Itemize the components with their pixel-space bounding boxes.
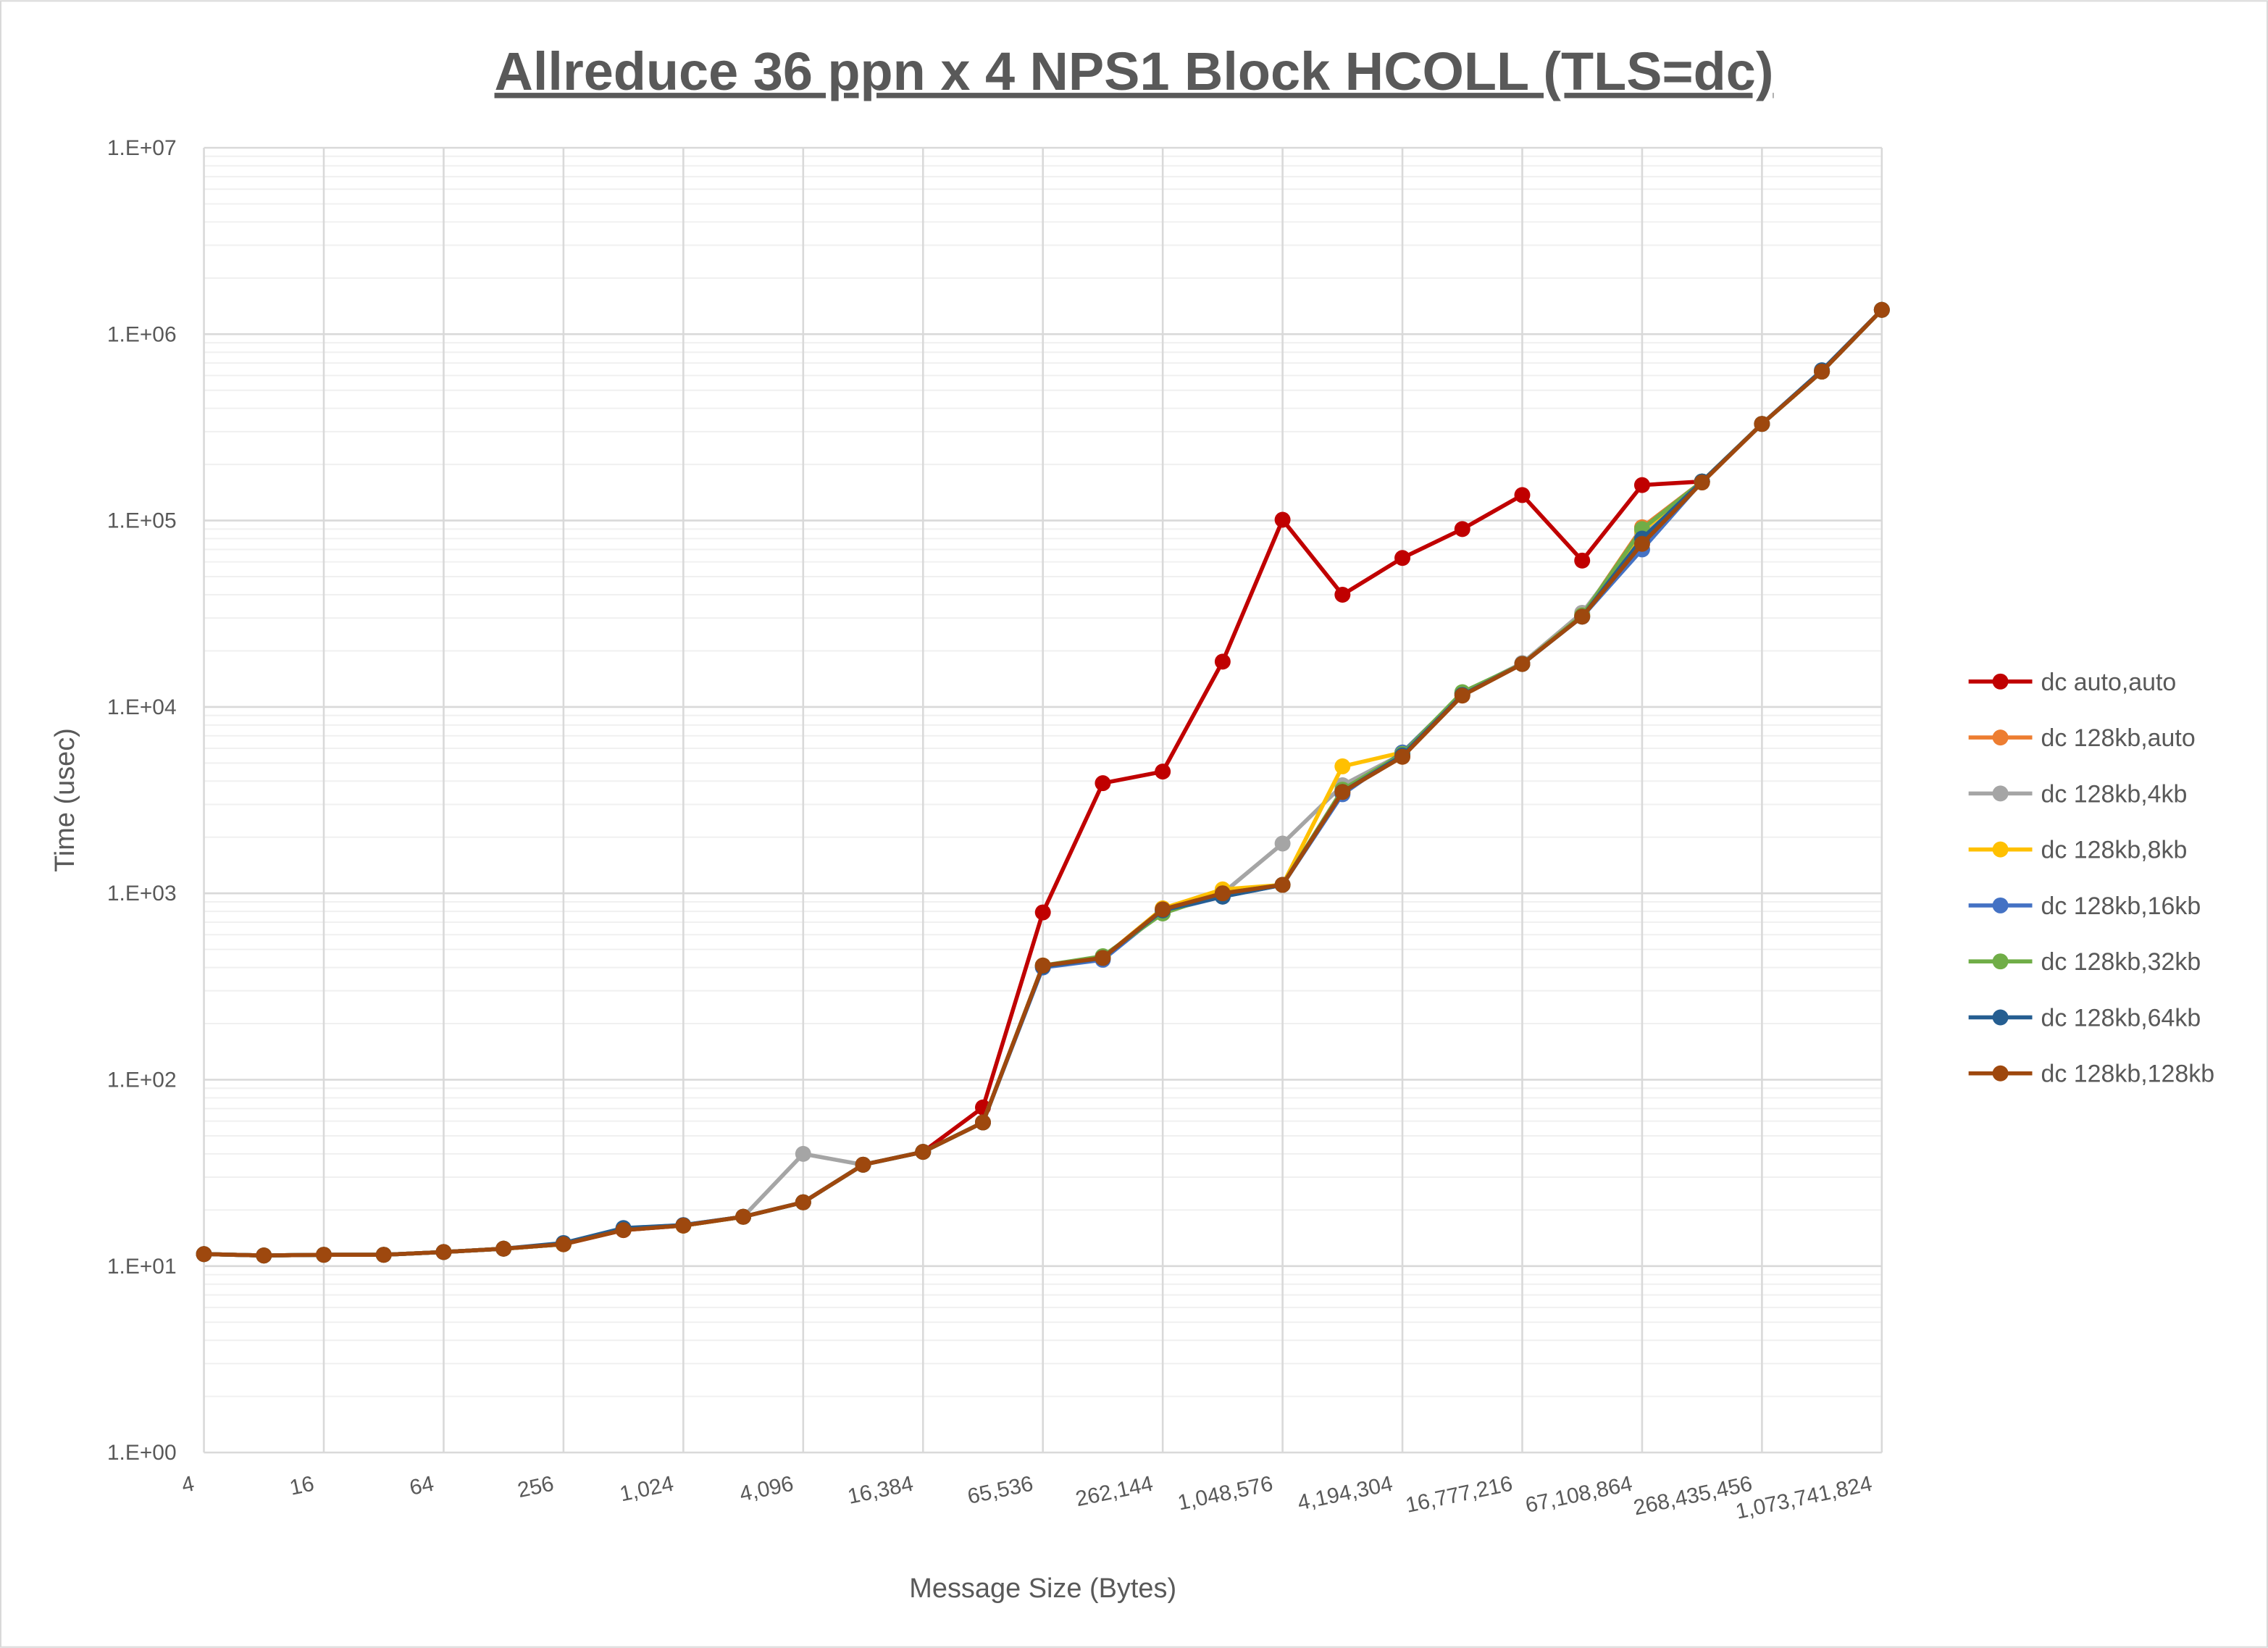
legend-marker: [1992, 785, 2009, 802]
legend-marker: [1992, 841, 2009, 858]
legend-label: dc 128kb,128kb: [2041, 1061, 2215, 1088]
data-point: [1274, 511, 1291, 528]
data-point: [1574, 608, 1591, 625]
data-point: [1694, 474, 1710, 491]
data-point: [1334, 758, 1351, 774]
legend-marker: [1992, 953, 2009, 970]
data-point: [795, 1194, 811, 1210]
data-point: [435, 1244, 452, 1260]
legend-item: dc 128kb,8kb: [1968, 837, 2188, 864]
data-point: [615, 1222, 632, 1239]
x-tick-label: 4: [180, 1472, 196, 1498]
data-point: [1155, 764, 1171, 780]
y-tick-label: 1.E+06: [107, 322, 177, 346]
legend-marker: [1992, 1065, 2009, 1082]
data-point: [1394, 748, 1411, 765]
data-point: [1633, 535, 1650, 552]
data-point: [316, 1247, 332, 1263]
data-point: [375, 1247, 392, 1263]
data-point: [1873, 301, 1890, 318]
legend-label: dc 128kb,32kb: [2041, 948, 2201, 976]
legend-label: dc auto,auto: [2041, 669, 2177, 696]
data-point: [196, 1246, 212, 1263]
data-point: [1034, 957, 1051, 974]
legend-label: dc 128kb,auto: [2041, 724, 2196, 752]
legend-item: dc 128kb,4kb: [1968, 780, 2188, 808]
legend-item: dc 128kb,auto: [1968, 724, 2196, 752]
legend-item: dc auto,auto: [1968, 669, 2177, 696]
data-point: [1155, 901, 1171, 918]
legend-item: dc 128kb,128kb: [1968, 1061, 2215, 1088]
data-point: [1814, 363, 1830, 380]
legend-label: dc 128kb,8kb: [2041, 837, 2188, 864]
data-point: [1514, 656, 1531, 672]
data-point: [1095, 950, 1111, 966]
legend-marker: [1992, 897, 2009, 913]
data-point: [1454, 687, 1470, 704]
legend-marker: [1992, 1009, 2009, 1026]
chart-title: Allreduce 36 ppn x 4 NPS1 Block HCOLL (T…: [495, 41, 1774, 101]
y-tick-label: 1.E+04: [107, 695, 177, 719]
legend-item: dc 128kb,16kb: [1968, 892, 2201, 920]
data-point: [1454, 521, 1470, 538]
data-point: [1274, 835, 1291, 852]
data-point: [974, 1114, 991, 1131]
data-point: [675, 1217, 692, 1234]
data-point: [1394, 550, 1411, 566]
legend-label: dc 128kb,64kb: [2041, 1004, 2201, 1032]
data-point: [915, 1144, 932, 1160]
y-axis-label: Time (usec): [50, 728, 80, 872]
legend-item: dc 128kb,32kb: [1968, 948, 2201, 976]
data-point: [1334, 587, 1351, 603]
series-dc-128kb-128kb: [196, 301, 1890, 1264]
y-tick-label: 1.E+01: [107, 1255, 177, 1279]
y-tick-label: 1.E+02: [107, 1068, 177, 1092]
data-point: [256, 1247, 272, 1264]
y-tick-label: 1.E+03: [107, 882, 177, 905]
legend-item: dc 128kb,64kb: [1968, 1004, 2201, 1032]
data-point: [1274, 877, 1291, 893]
legend-label: dc 128kb,16kb: [2041, 892, 2201, 920]
legend-marker: [1992, 729, 2009, 746]
data-point: [495, 1240, 512, 1257]
y-tick-labels: 1.E+00 1.E+01 1.E+02 1.E+03 1.E+04 1.E+05 1.E+…: [107, 136, 177, 1465]
legend-marker: [1992, 673, 2009, 690]
data-point: [1633, 477, 1650, 493]
data-point: [1214, 885, 1231, 902]
x-tick-label: 64: [407, 1472, 435, 1500]
data-point: [1214, 653, 1231, 670]
legend-label: dc 128kb,4kb: [2041, 780, 2188, 808]
data-point: [1754, 416, 1770, 432]
data-point: [735, 1208, 752, 1225]
series-lines: [196, 301, 1890, 1264]
data-point: [1095, 775, 1111, 792]
x-axis-label: Message Size (Bytes): [909, 1573, 1176, 1604]
legend: dc auto,auto dc 128kb,auto dc 128kb,4kb dc …: [1968, 669, 2215, 1088]
data-point: [1574, 552, 1591, 569]
data-point: [555, 1236, 572, 1252]
data-point: [855, 1156, 871, 1173]
data-point: [1034, 904, 1051, 921]
data-point: [795, 1145, 811, 1162]
data-point: [1334, 784, 1351, 800]
data-point: [1514, 487, 1531, 503]
y-tick-label: 1.E+00: [107, 1441, 177, 1465]
x-tick-label: 16: [288, 1472, 316, 1500]
y-tick-label: 1.E+07: [107, 136, 177, 160]
y-tick-label: 1.E+05: [107, 509, 177, 533]
